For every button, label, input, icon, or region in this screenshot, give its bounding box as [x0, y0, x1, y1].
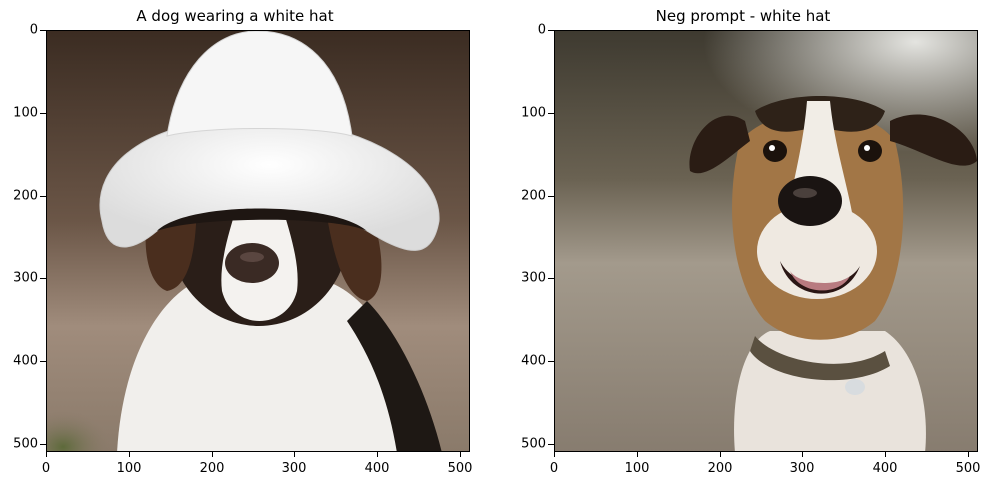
- left-ytick-mark: [40, 278, 46, 279]
- left-xtick-mark: [460, 452, 461, 457]
- right-image-axes: [554, 30, 978, 452]
- right-xtick-label: 500: [955, 461, 981, 476]
- right-panel-title: Neg prompt - white hat: [655, 7, 831, 25]
- left-ytick-mark: [40, 113, 46, 114]
- right-xtick-mark: [968, 452, 969, 457]
- left-dog-image: [47, 31, 469, 451]
- right-dog-image: [555, 31, 977, 451]
- right-xtick-mark: [720, 452, 721, 457]
- right-xtick-mark: [554, 452, 555, 457]
- left-xtick-label: 0: [41, 461, 51, 476]
- right-xtick-mark: [637, 452, 638, 457]
- right-ytick-label: 500: [521, 436, 546, 452]
- right-ytick-mark: [548, 361, 554, 362]
- right-ytick-mark: [548, 30, 554, 31]
- left-image-axes: [46, 30, 470, 452]
- right-xtick-mark: [802, 452, 803, 457]
- left-xtick-label: 200: [199, 461, 225, 476]
- right-ytick-label: 0: [537, 22, 546, 38]
- left-xtick-label: 100: [116, 461, 142, 476]
- right-xtick-label: 400: [872, 461, 898, 476]
- left-ytick-label: 300: [13, 270, 38, 286]
- right-ytick-label: 300: [521, 270, 546, 286]
- right-figure-panel: Neg prompt - white hat: [508, 0, 981, 486]
- left-xtick-mark: [129, 452, 130, 457]
- left-figure-panel: A dog wearing a white hat: [0, 0, 473, 486]
- right-xtick-label: 300: [789, 461, 815, 476]
- left-panel-title: A dog wearing a white hat: [136, 7, 334, 25]
- left-ytick-mark: [40, 444, 46, 445]
- left-ytick-label: 100: [13, 105, 38, 121]
- left-ytick-mark: [40, 196, 46, 197]
- right-xtick-label: 100: [624, 461, 650, 476]
- left-xtick-mark: [212, 452, 213, 457]
- right-xtick-label: 200: [707, 461, 733, 476]
- right-ytick-label: 400: [521, 353, 546, 369]
- left-xtick-mark: [294, 452, 295, 457]
- left-xtick-mark: [46, 452, 47, 457]
- right-xtick-mark: [885, 452, 886, 457]
- right-ytick-mark: [548, 196, 554, 197]
- left-xtick-label: 500: [447, 461, 473, 476]
- left-ytick-label: 500: [13, 436, 38, 452]
- left-ytick-label: 0: [29, 22, 38, 38]
- left-ytick-mark: [40, 30, 46, 31]
- right-ytick-mark: [548, 113, 554, 114]
- left-xtick-label: 300: [281, 461, 307, 476]
- right-xtick-label: 0: [549, 461, 559, 476]
- right-ytick-label: 100: [521, 105, 546, 121]
- right-ytick-mark: [548, 278, 554, 279]
- left-xtick-label: 400: [364, 461, 390, 476]
- right-ytick-mark: [548, 444, 554, 445]
- left-xtick-mark: [377, 452, 378, 457]
- left-ytick-label: 400: [13, 353, 38, 369]
- left-ytick-mark: [40, 361, 46, 362]
- right-ytick-label: 200: [521, 188, 546, 204]
- left-ytick-label: 200: [13, 188, 38, 204]
